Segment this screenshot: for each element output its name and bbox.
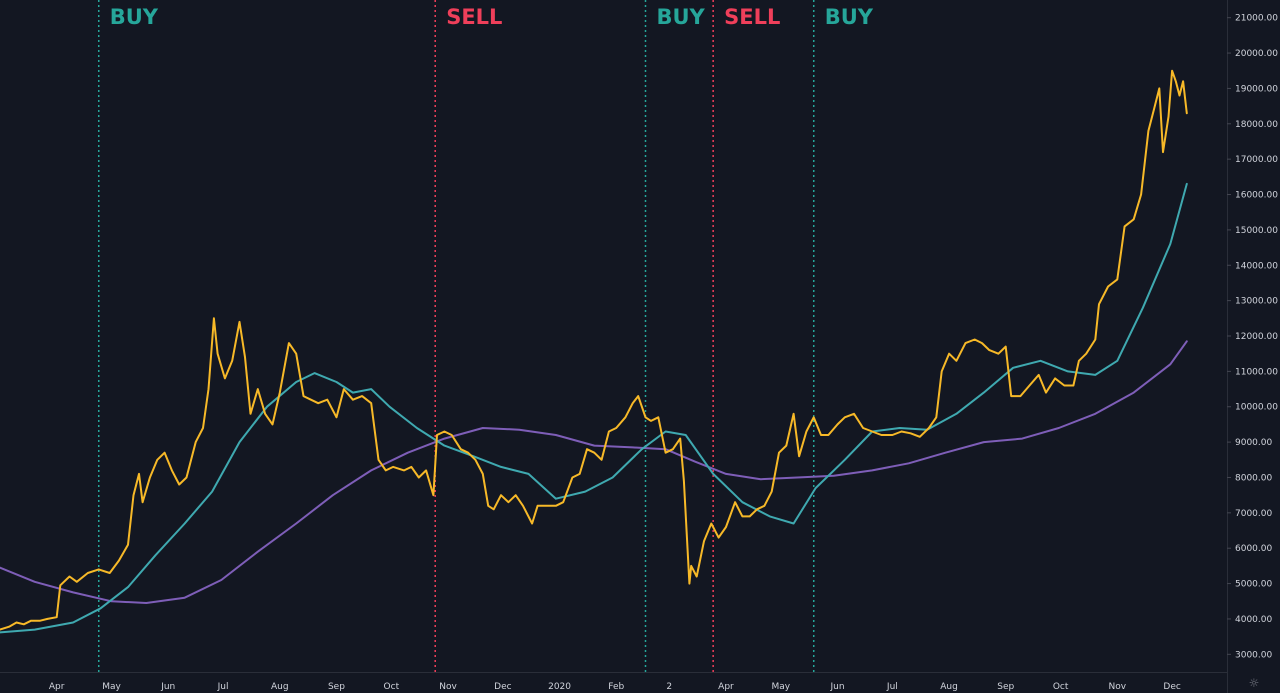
time-tick-label: May — [102, 682, 121, 692]
series-line-1 — [0, 182, 1188, 634]
price-tick-label: 13000.00 — [1235, 297, 1278, 307]
price-tick-label: 21000.00 — [1235, 14, 1278, 24]
series-line-0 — [0, 69, 1188, 631]
time-tick-label: Jul — [886, 682, 898, 692]
time-tick-label: Apr — [718, 682, 734, 692]
time-tick-label: Oct — [384, 682, 400, 692]
price-axis[interactable]: 3000.00 4000.00 5000.00 6000.00 7000.00 8000.… — [1227, 14, 1278, 661]
time-tick-label: 2020 — [548, 682, 571, 692]
time-tick-label: Jun — [160, 682, 175, 692]
series-line-2 — [0, 340, 1188, 604]
time-tick-label: 2 — [666, 682, 672, 692]
price-tick-label: 18000.00 — [1235, 120, 1278, 130]
time-tick-label: Dec — [1163, 682, 1180, 692]
price-tick-label: 10000.00 — [1235, 403, 1278, 413]
time-tick-label: May — [772, 682, 791, 692]
time-tick-label: Aug — [940, 682, 958, 692]
series-lines — [0, 69, 1188, 634]
price-tick-label: 4000.00 — [1235, 615, 1272, 625]
time-tick-label: Aug — [271, 682, 289, 692]
gear-icon[interactable]: ☼ — [1248, 676, 1260, 690]
time-tick-label: Nov — [439, 682, 457, 692]
buy-signal-label: BUY — [825, 5, 874, 29]
price-tick-label: 9000.00 — [1235, 438, 1272, 448]
price-tick-label: 15000.00 — [1235, 226, 1278, 236]
sell-signal-label: SELL — [724, 5, 780, 29]
signal-markers: BUY SELL BUY SELL BUY — [97, 0, 874, 672]
price-tick-label: 17000.00 — [1235, 155, 1278, 165]
price-tick-label: 5000.00 — [1235, 580, 1272, 590]
time-tick-label: Sep — [997, 682, 1014, 692]
price-tick-label: 3000.00 — [1235, 650, 1272, 660]
price-tick-label: 19000.00 — [1235, 84, 1278, 94]
time-tick-label: Oct — [1053, 682, 1069, 692]
time-tick-label: Jun — [829, 682, 844, 692]
sell-signal-label: SELL — [446, 5, 502, 29]
price-tick-label: 7000.00 — [1235, 509, 1272, 519]
price-tick-label: 6000.00 — [1235, 544, 1272, 554]
time-tick-label: Feb — [608, 682, 624, 692]
price-tick-label: 14000.00 — [1235, 261, 1278, 271]
time-axis[interactable]: Apr May Jun Jul Aug Sep Oct Nov Dec 2020 Feb 2 Apr Ma… — [49, 682, 1181, 692]
time-tick-label: Sep — [328, 682, 345, 692]
time-tick-label: Apr — [49, 682, 65, 692]
time-tick-label: Nov — [1108, 682, 1126, 692]
time-tick-label: Dec — [494, 682, 511, 692]
buy-signal-label: BUY — [657, 5, 706, 29]
buy-signal-label: BUY — [110, 5, 159, 29]
price-tick-label: 12000.00 — [1235, 332, 1278, 342]
price-tick-label: 16000.00 — [1235, 191, 1278, 201]
price-tick-label: 20000.00 — [1235, 49, 1278, 59]
price-tick-label: 11000.00 — [1235, 367, 1278, 377]
price-tick-label: 8000.00 — [1235, 473, 1272, 483]
time-tick-label: Jul — [217, 682, 229, 692]
